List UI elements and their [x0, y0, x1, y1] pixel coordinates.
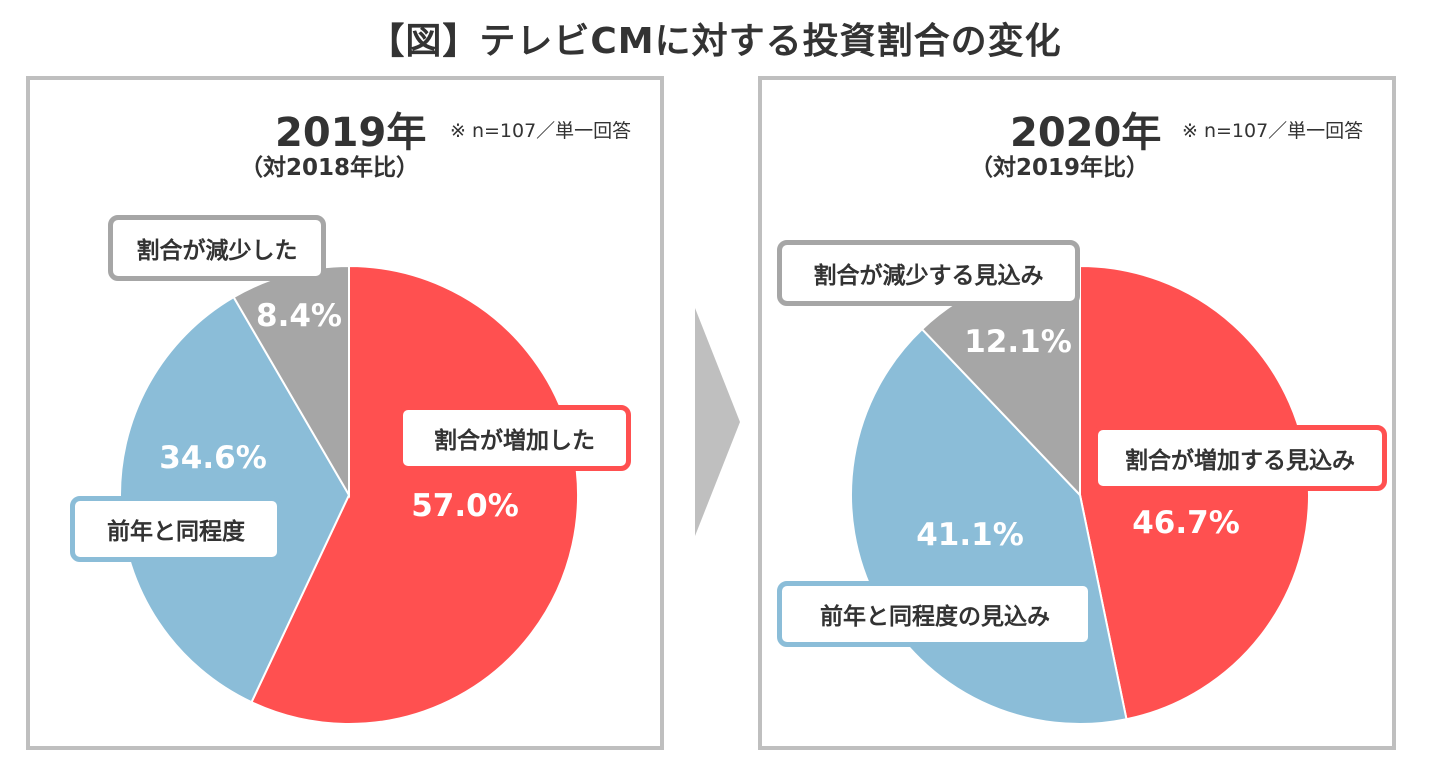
legend-tag-same-2019: 前年と同程度 — [70, 496, 282, 562]
pct-label-decrease-2019: 8.4% — [256, 298, 342, 334]
year-label-2020: 2020年 — [1010, 110, 1162, 156]
note-2019: ※ n=107／単一回答 — [450, 120, 632, 142]
pct-label-increase-2019: 57.0% — [411, 488, 519, 524]
legend-tag-increase-2019: 割合が増加した — [398, 405, 631, 471]
legend-tag-decrease-2019: 割合が減少した — [108, 215, 326, 281]
pie-slice-increase-2020 — [1079, 264, 1310, 721]
chart-title: 【図】テレビCMに対する投資割合の変化 — [368, 21, 1062, 62]
comparison-2019: （対2018年比） — [240, 155, 420, 181]
pct-label-same-2020: 41.1% — [916, 517, 1024, 553]
note-2020: ※ n=107／単一回答 — [1182, 120, 1364, 142]
pct-label-same-2019: 34.6% — [159, 440, 267, 476]
pct-label-decrease-2020: 12.1% — [964, 324, 1072, 360]
legend-tag-decrease-2020: 割合が減少する見込み — [777, 240, 1080, 306]
pie-slice-increase-2019 — [250, 264, 580, 725]
comparison-2020: （対2019年比） — [970, 155, 1150, 181]
year-label-2019: 2019年 — [275, 110, 427, 156]
pct-label-increase-2020: 46.7% — [1132, 505, 1240, 541]
legend-tag-increase-2020: 割合が増加する見込み — [1093, 425, 1387, 491]
legend-tag-same-2020: 前年と同程度の見込み — [777, 581, 1093, 647]
transition-arrow-icon — [695, 308, 740, 536]
